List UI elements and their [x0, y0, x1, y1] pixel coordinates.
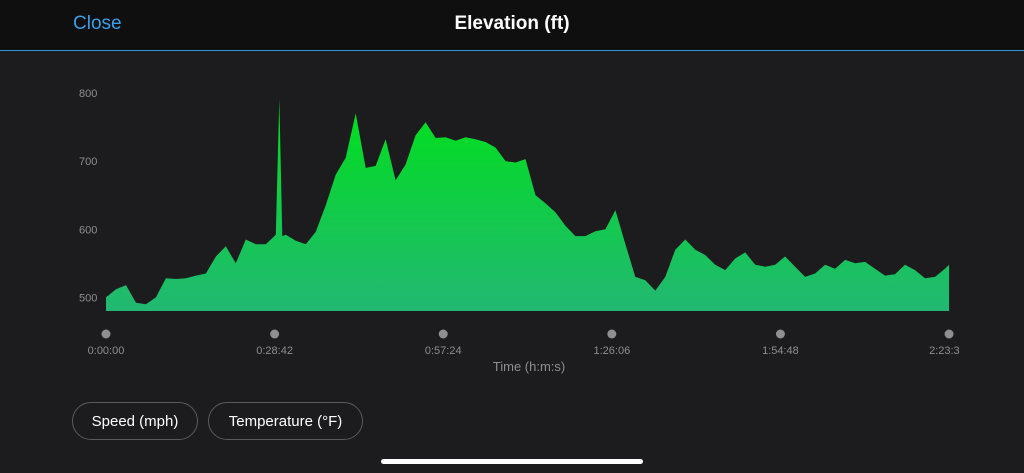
x-axis-label: Time (h:m:s): [493, 359, 565, 374]
speed-button[interactable]: Speed (mph): [72, 402, 198, 440]
x-tick-label: 1:54:48: [762, 345, 799, 357]
page-title: Elevation (ft): [0, 13, 1024, 35]
y-tick-label: 800: [79, 88, 97, 100]
x-tick-dot[interactable]: [102, 330, 111, 339]
elevation-chart[interactable]: 500 600 700 800 0:00:00 0:28:42 0:57:24 1:26:0…: [0, 51, 1024, 381]
x-tick-label: 0:00:00: [88, 345, 125, 357]
temperature-button[interactable]: Temperature (°F): [208, 402, 363, 440]
elevation-area: [106, 99, 949, 312]
x-tick-dot[interactable]: [270, 330, 279, 339]
x-tick-label: 0:28:42: [256, 345, 293, 357]
x-tick-label: 1:26:06: [593, 345, 630, 357]
x-tick-dot[interactable]: [607, 330, 616, 339]
home-indicator[interactable]: [381, 459, 643, 464]
y-tick-label: 600: [79, 224, 97, 236]
x-tick-label: 0:57:24: [425, 345, 462, 357]
y-tick-label: 500: [79, 292, 97, 304]
x-tick-dot[interactable]: [776, 330, 785, 339]
y-tick-label: 700: [79, 156, 97, 168]
x-tick-dot[interactable]: [439, 330, 448, 339]
x-tick-dot[interactable]: [945, 330, 954, 339]
top-bar: Close Elevation (ft): [0, 0, 1024, 51]
x-tick-label: 2:23:3: [929, 345, 960, 357]
